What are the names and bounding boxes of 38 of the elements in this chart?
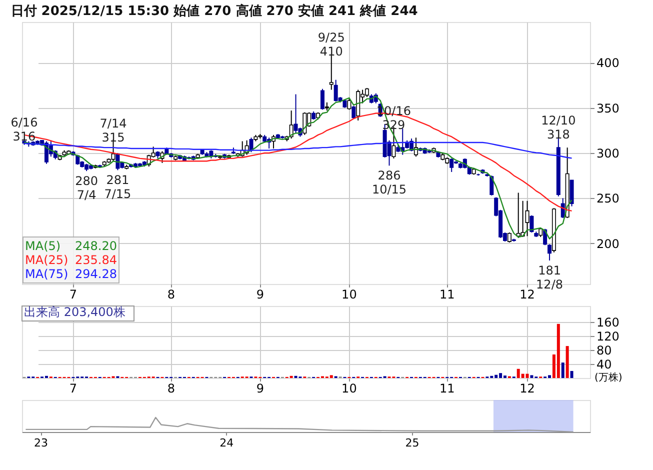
x-tick-label: 10 <box>342 382 357 396</box>
y-tick-label: 160 <box>596 315 620 330</box>
annotation: 181 12/8 <box>536 264 563 292</box>
annotation: 9/25 410 <box>318 30 345 59</box>
text: MA(75) 294.28 <box>25 267 117 281</box>
x-tick-label: 11 <box>439 382 455 396</box>
x-tick-label: 8 <box>167 288 175 302</box>
x-tick-label: 12 <box>520 382 535 396</box>
x-tick-label: 9 <box>256 288 264 302</box>
text: MA(25) 235.84 <box>25 253 117 267</box>
x-tick-label: 25 <box>405 436 420 450</box>
y-axis-title: (万株) <box>594 372 622 384</box>
y-tick-label: 250 <box>596 192 620 206</box>
x-tick-label: 7 <box>69 382 78 396</box>
x-tick-label: 12 <box>520 288 535 302</box>
annotation: 7/14 315 <box>100 116 127 144</box>
annotation: 280 7/4 <box>75 174 98 202</box>
y-tick-label: 300 <box>596 146 620 160</box>
x-tick-label: 23 <box>34 436 48 450</box>
y-tick-label: 200 <box>596 236 620 251</box>
x-tick-label: 11 <box>439 288 455 302</box>
y-tick-label: 120 <box>596 329 620 344</box>
annotation: 12/10 318 <box>541 114 576 142</box>
x-tick-label: 8 <box>167 382 175 396</box>
y-tick-label: 400 <box>596 56 620 70</box>
annotation: 6/16 316 <box>10 116 38 144</box>
x-tick-label: 10 <box>342 288 357 302</box>
y-tick-label: 40 <box>596 357 612 372</box>
chart-title: 日付 2025/12/15 15:30 始値 270 高値 270 安値 241 終値 244 <box>10 3 418 19</box>
x-tick-label: 7 <box>69 288 78 302</box>
text: MA(5) 248.20 <box>25 239 117 253</box>
x-tick-label: 24 <box>220 436 234 450</box>
x-tick-label: 9 <box>256 382 264 396</box>
y-tick-label: 80 <box>596 343 612 358</box>
y-tick-label: 350 <box>596 101 620 116</box>
annotation: 281 7/15 <box>104 173 132 202</box>
chart-title: 出来高 203,400株 <box>24 305 126 319</box>
annotation: 286 10/15 <box>372 168 407 197</box>
